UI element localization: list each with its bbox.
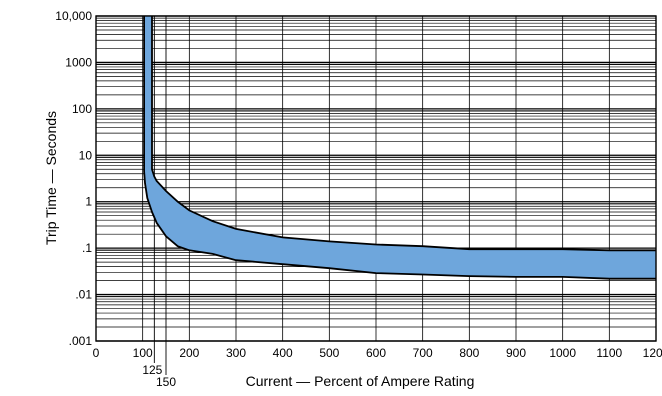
x-tick-label: 200: [179, 346, 199, 360]
upper-trip-curve: [151, 16, 656, 252]
x-tick-label: 600: [366, 346, 386, 360]
plot-frame: [95, 15, 657, 342]
x-extra-tick-label: 150: [156, 375, 176, 389]
trip-band: [143, 16, 656, 280]
y-tick-label: .01: [75, 288, 92, 302]
y-tick-label: 100: [72, 102, 92, 116]
x-tick-label: 0: [93, 346, 100, 360]
y-axis-title: Trip Time — Seconds: [43, 111, 59, 245]
x-tick-label: 1100: [596, 346, 622, 360]
plot-border: [95, 15, 657, 342]
x-tick-label: 100: [133, 346, 153, 360]
x-tick-label: 800: [459, 346, 479, 360]
y-tick-label: 10,000: [55, 9, 92, 23]
lower-trip-curve: [143, 16, 656, 280]
x-tick-label: 500: [319, 346, 339, 360]
y-tick-label: 1000: [65, 55, 92, 69]
y-tick-label: .1: [82, 241, 92, 255]
x-tick-label: 300: [226, 346, 246, 360]
y-tick-label: 10: [79, 148, 93, 162]
x-extra-tick-label: 125: [142, 363, 162, 377]
y-tick-label: .001: [69, 334, 93, 348]
x-tick-label: 1000: [549, 346, 576, 360]
x-tick-label: 1200: [643, 346, 662, 360]
x-axis-title: Current — Percent of Ampere Rating: [246, 373, 475, 389]
x-tick-label: 400: [273, 346, 293, 360]
x-tick-label: 900: [506, 346, 526, 360]
x-tick-label: 700: [413, 346, 433, 360]
trip-band-area: [144, 16, 656, 279]
y-tick-label: 1: [85, 195, 92, 209]
